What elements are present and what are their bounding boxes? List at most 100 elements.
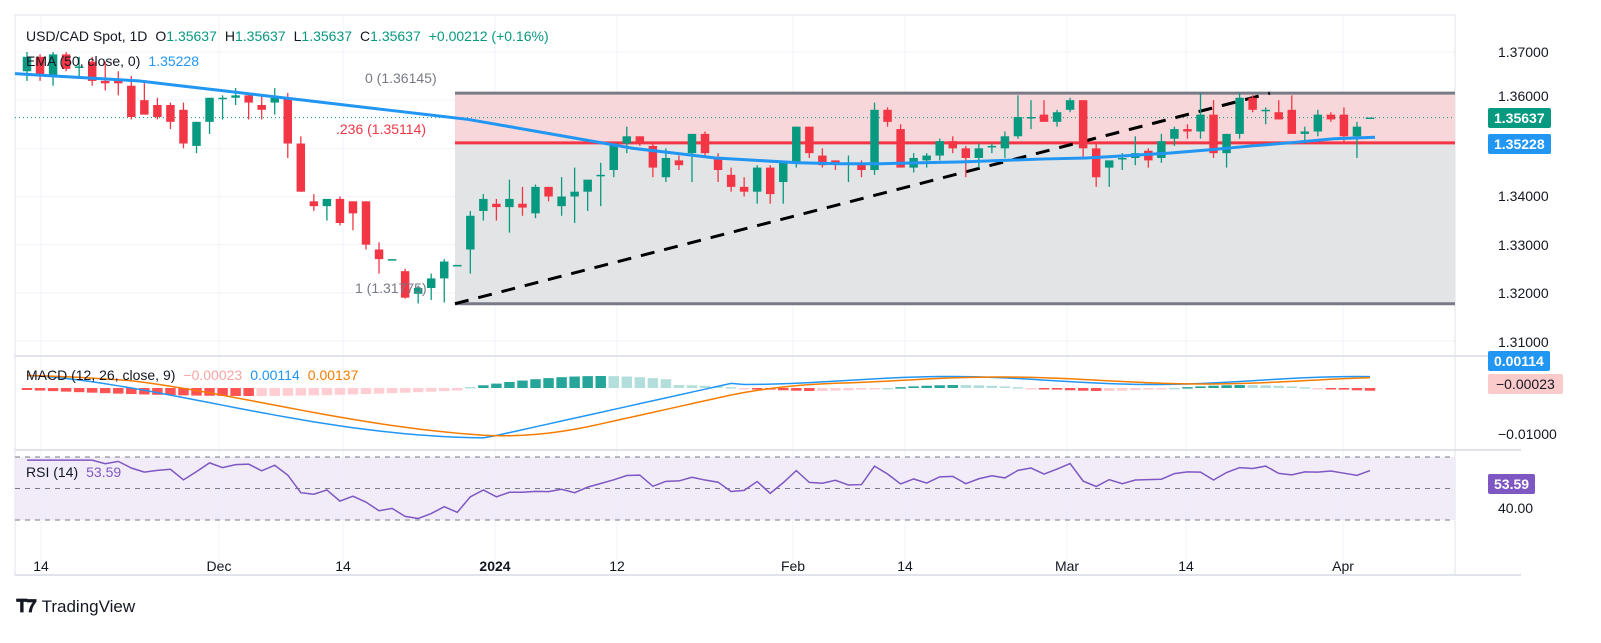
macd-histogram-bar: [439, 388, 450, 392]
macd-histogram-bar: [751, 388, 763, 390]
candle: [752, 165, 762, 204]
candle: [1352, 121, 1362, 158]
candle: [283, 92, 293, 158]
candle: [831, 160, 840, 171]
candle-body: [765, 167, 775, 195]
time-axis-tick: Apr: [1332, 558, 1354, 574]
candle: [661, 148, 671, 183]
candle: [687, 133, 697, 183]
candle-body: [140, 100, 149, 115]
candle-body: [1039, 114, 1049, 122]
macd-histogram-bar: [86, 388, 98, 393]
candle-body: [544, 186, 553, 197]
candle-body: [1261, 109, 1270, 112]
symbol-legend: USD/CAD Spot, 1D O 1.35637 H 1.35637 L 1.35…: [26, 27, 549, 45]
macd-label[interactable]: MACD (12, 26, close, 9): [26, 367, 176, 383]
macd-histogram-bar: [686, 385, 698, 388]
candle: [218, 95, 227, 120]
macd-histogram-bar: [1064, 388, 1076, 391]
candle-body: [635, 136, 645, 144]
macd-histogram-bar: [452, 388, 463, 391]
candle: [505, 179, 514, 233]
rsi-label[interactable]: RSI (14): [26, 464, 79, 480]
macd-histogram-bar: [608, 376, 619, 388]
price-axis-tick: 1.32000: [1498, 285, 1549, 301]
macd-histogram-bar: [126, 388, 137, 395]
high-label: H: [224, 28, 235, 44]
macd-histogram-bar: [882, 387, 893, 390]
time-axis-tick: 14: [1178, 558, 1194, 574]
candles: [22, 52, 1375, 304]
rsi-value: 53.59: [86, 464, 122, 480]
candle-body: [870, 109, 879, 171]
candle: [205, 97, 214, 134]
candle: [61, 52, 71, 72]
rsi-axis-tag: 53.59: [1488, 474, 1536, 494]
candle: [674, 155, 684, 171]
macd-histogram-bar: [569, 376, 580, 388]
candle: [166, 102, 175, 130]
macd-histogram-bar: [230, 388, 241, 396]
macd-histogram-bar: [960, 385, 972, 388]
candle: [466, 210, 475, 274]
candle-body: [674, 160, 684, 166]
candle-body: [1000, 136, 1010, 149]
macd-histogram-bar: [178, 388, 189, 396]
macd-histogram-bar: [425, 388, 437, 392]
candle-body: [309, 201, 319, 207]
candle-body: [400, 271, 410, 298]
fib-level-1-label: 1 (1.31775): [355, 280, 427, 296]
macd-histogram-bar: [1117, 388, 1128, 391]
candle-body: [296, 143, 306, 192]
ema-label[interactable]: EMA (50, close, 0): [26, 53, 141, 69]
candle: [1222, 133, 1231, 168]
candle-body: [1013, 117, 1023, 137]
candle-body: [622, 136, 632, 144]
macd-histogram-bar: [973, 385, 985, 388]
ema-price-tag: 1.35228: [1488, 134, 1551, 154]
candle: [883, 107, 892, 127]
candle-body: [557, 196, 566, 207]
tradingview-brand[interactable]: 𝐓𝟕 TradingView: [16, 596, 135, 617]
candle-body: [413, 288, 423, 294]
macd-pane: [21, 374, 1376, 439]
candle: [335, 196, 345, 226]
candle: [726, 167, 736, 192]
candle: [114, 71, 123, 96]
candle-body: [218, 97, 227, 100]
low-value: 1.35637: [301, 28, 353, 44]
macd-histogram-bar: [217, 388, 228, 396]
symbol-title[interactable]: USD/CAD Spot, 1D: [26, 28, 148, 44]
macd-hist-axis-tag: −0.00023: [1488, 374, 1563, 394]
macd-histogram-bar: [308, 388, 320, 396]
macd-histogram-bar: [856, 388, 867, 390]
candle-body: [1196, 114, 1205, 132]
candle-body: [35, 56, 45, 77]
candle-body: [114, 80, 123, 84]
change-value: +0.00212 (+0.16%): [428, 28, 549, 44]
time-axis-tick: 12: [609, 558, 625, 574]
macd-histogram-bar: [295, 388, 307, 396]
candle-body: [831, 160, 840, 163]
ema-value: 1.35228: [148, 53, 199, 69]
candle: [948, 136, 957, 154]
candle-body: [61, 54, 71, 69]
candle: [792, 126, 801, 168]
macd-histogram-bar: [47, 388, 59, 392]
rsi-line: [27, 459, 1371, 520]
candle: [1052, 109, 1062, 127]
macd-histogram-bar: [347, 388, 359, 395]
macd-histogram-bar: [843, 388, 854, 391]
candle-body: [505, 198, 514, 208]
candle-body: [1365, 117, 1375, 120]
candle: [544, 186, 553, 202]
macd-histogram-bar: [1103, 388, 1115, 391]
macd-histogram-bar: [1221, 385, 1232, 388]
macd-histogram-bar: [895, 387, 906, 389]
candle-body: [48, 54, 58, 77]
macd-histogram-bar: [360, 388, 372, 395]
candle-body: [1078, 100, 1088, 149]
candle-body: [570, 191, 579, 197]
candle: [192, 121, 201, 154]
